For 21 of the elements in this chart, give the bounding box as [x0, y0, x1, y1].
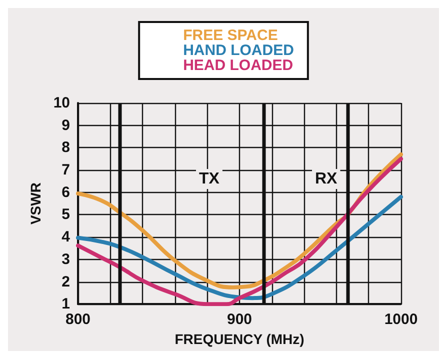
- text: HAND LOADED: [183, 42, 294, 59]
- y-tick-label: 9: [62, 116, 70, 134]
- y-tick-label: 8: [62, 139, 70, 156]
- y-tick-label: 7: [62, 162, 70, 179]
- y-tick-label: 5: [62, 206, 70, 224]
- x-axis-title: FREQUENCY (MHz): [174, 331, 304, 347]
- y-tick-label: 1: [62, 296, 70, 313]
- y-tick-label: 4: [62, 228, 71, 246]
- y-axis-title: VSWR: [27, 182, 44, 225]
- y-tick-label: 10: [53, 94, 70, 112]
- x-tick-label: 900: [226, 311, 252, 328]
- text: FREE SPACE: [183, 27, 278, 44]
- annotation: RX: [315, 170, 338, 188]
- x-tick-label: 800: [65, 311, 91, 328]
- y-tick-label: 3: [62, 250, 70, 268]
- text: HEAD LOADED: [183, 57, 294, 74]
- annotation: TX: [199, 170, 220, 188]
- x-tick-label: 1000: [384, 311, 418, 328]
- line-series: [76, 194, 403, 300]
- y-tick-label: 6: [62, 184, 70, 201]
- y-tick-label: 2: [62, 273, 70, 290]
